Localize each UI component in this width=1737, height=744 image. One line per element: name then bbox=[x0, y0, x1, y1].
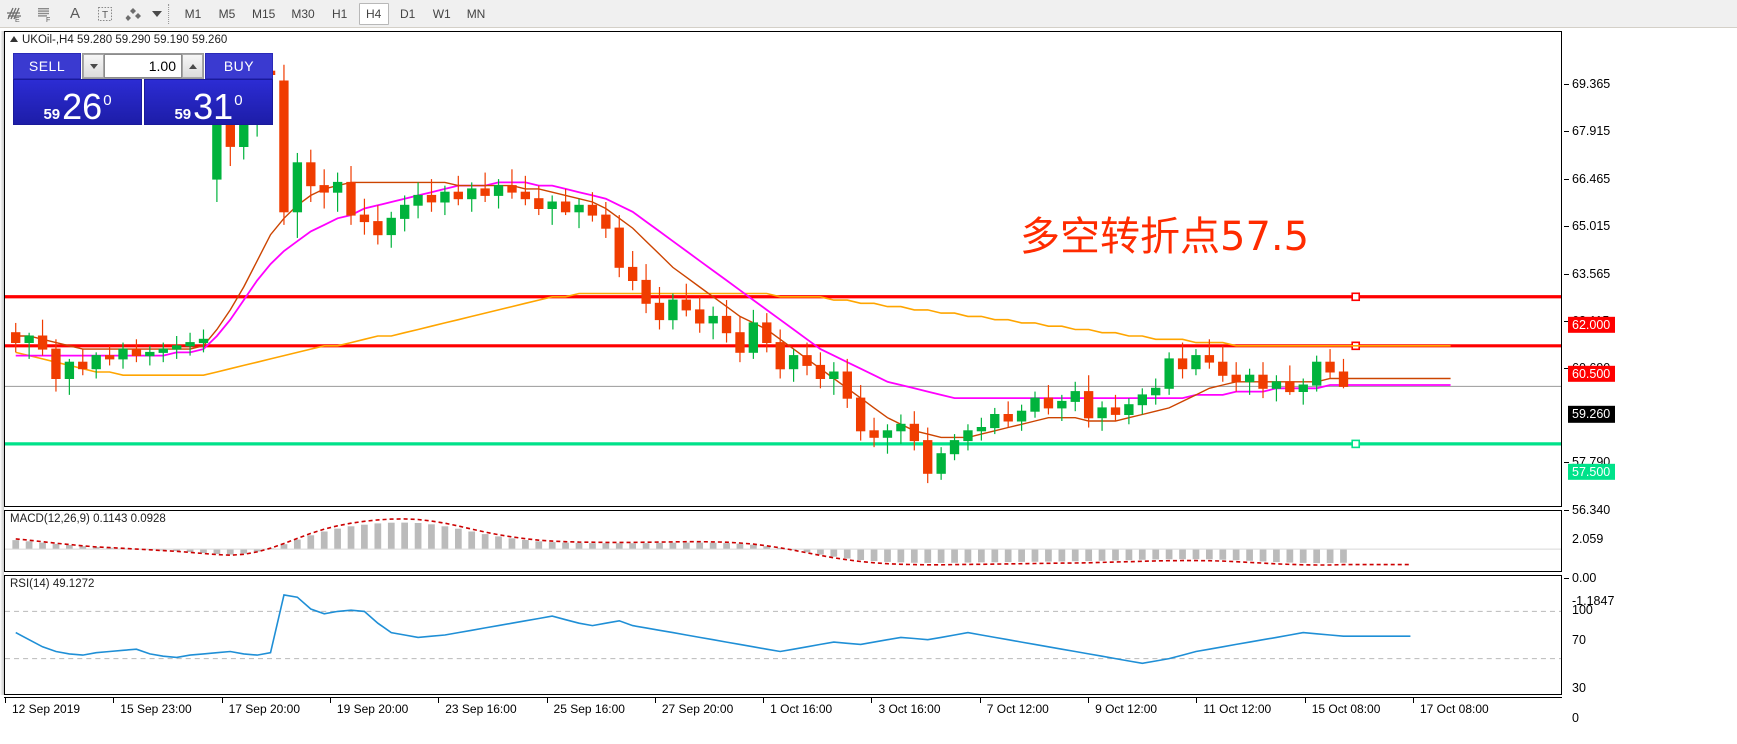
timeframe-h1[interactable]: H1 bbox=[332, 6, 348, 21]
macd-label: MACD(12,26,9) 0.1143 0.0928 bbox=[10, 513, 168, 525]
caret-down-icon bbox=[89, 63, 98, 69]
rsi-label: RSI(14) 49.1272 bbox=[10, 578, 97, 590]
text-label-icon[interactable]: T bbox=[90, 1, 120, 27]
timeframe-h4[interactable]: H4 bbox=[358, 2, 389, 25]
rsi-chart-canvas bbox=[5, 593, 1561, 665]
price-badge-59-260[interactable]: 59.260 bbox=[1568, 406, 1616, 423]
time-tick: 9 Oct 12:00 bbox=[1088, 697, 1158, 716]
macd-tick-000: 0.00 bbox=[1562, 571, 1596, 585]
trade-panel-controls: SELL 1.00 BUY bbox=[13, 53, 273, 79]
price-pane[interactable]: UKOil-,H4 59.280 59.290 59.190 59.260 SE… bbox=[4, 31, 1562, 507]
time-tick: 3 Oct 16:00 bbox=[871, 697, 941, 716]
buy-price-display[interactable]: 59 31 0 bbox=[144, 79, 273, 125]
price-tick-65-015: 65.015 bbox=[1562, 219, 1610, 233]
buy-button[interactable]: BUY bbox=[205, 53, 273, 79]
macd-tick-2059: 2.059 bbox=[1572, 532, 1604, 546]
time-tick: 7 Oct 12:00 bbox=[979, 697, 1049, 716]
buy-price-prefix: 59 bbox=[174, 105, 192, 123]
price-axis[interactable]: 69.36567.91566.46565.01563.56562.11560.6… bbox=[1562, 60, 1737, 536]
time-tick: 19 Sep 20:00 bbox=[329, 697, 409, 716]
price-chart-canvas bbox=[5, 54, 1561, 484]
rsi-axis[interactable]: 100 70 30 0 bbox=[1562, 603, 1737, 725]
price-badge-57-500[interactable]: 57.500 bbox=[1568, 463, 1616, 481]
timeframe-mn[interactable]: MN bbox=[466, 6, 486, 21]
text-icon[interactable]: A bbox=[69, 5, 80, 22]
chart-area[interactable]: UKOil-,H4 59.280 59.290 59.190 59.260 SE… bbox=[0, 29, 1737, 744]
timeframe-m30[interactable]: M30 bbox=[291, 6, 315, 21]
time-axis[interactable]: 12 Sep 2019 15 Sep 23:00 17 Sep 20:00 19 Se… bbox=[4, 697, 1562, 723]
timeframe-m1[interactable]: M1 bbox=[184, 6, 202, 21]
time-tick: 15 Sep 23:00 bbox=[113, 697, 192, 716]
time-tick: 12 Sep 2019 bbox=[4, 697, 81, 716]
sell-button[interactable]: SELL bbox=[13, 53, 81, 79]
price-tick-67-915: 67.915 bbox=[1562, 124, 1610, 138]
trade-panel-prices: 59 26 0 59 31 0 bbox=[13, 79, 273, 125]
svg-text:T: T bbox=[102, 10, 108, 21]
volume-stepper[interactable]: 1.00 bbox=[82, 53, 204, 79]
sell-price-main: 26 bbox=[62, 85, 103, 125]
caret-up-icon bbox=[188, 63, 197, 69]
sell-price-fraction: 0 bbox=[103, 91, 112, 109]
macd-pane[interactable]: MACD(12,26,9) 0.1143 0.0928 bbox=[4, 510, 1562, 572]
macd-chart-canvas bbox=[5, 518, 1561, 566]
time-tick: 17 Sep 20:00 bbox=[221, 697, 301, 716]
price-tick-63-565: 63.565 bbox=[1562, 267, 1610, 281]
buy-price-fraction: 0 bbox=[234, 91, 243, 109]
chart-left-rail bbox=[0, 31, 4, 695]
sell-price-display[interactable]: 59 26 0 bbox=[13, 79, 142, 125]
symbol-info-label: UKOil-,H4 59.280 59.290 59.190 59.260 bbox=[10, 34, 230, 46]
svg-text:E: E bbox=[15, 17, 20, 23]
macd-axis[interactable]: 2.059 0.00 -1.1847 bbox=[1562, 532, 1737, 608]
indicators-icon[interactable]: E bbox=[0, 1, 30, 27]
rsi-tick-70: 70 bbox=[1572, 633, 1586, 647]
time-tick: 15 Oct 08:00 bbox=[1304, 697, 1381, 716]
templates-icon[interactable]: F bbox=[30, 1, 60, 27]
volume-input[interactable]: 1.00 bbox=[104, 54, 182, 78]
price-tick-66-465: 66.465 bbox=[1562, 172, 1610, 186]
rsi-pane[interactable]: RSI(14) 49.1272 bbox=[4, 575, 1562, 695]
macd-tick-11847: -1.1847 bbox=[1572, 594, 1615, 608]
price-tick-69-365: 69.365 bbox=[1562, 77, 1610, 91]
chevron-down-icon[interactable] bbox=[150, 1, 164, 27]
toolbar-separator bbox=[168, 3, 170, 24]
time-tick: 11 Oct 12:00 bbox=[1196, 697, 1272, 716]
volume-increase-button[interactable] bbox=[182, 54, 203, 78]
one-click-trading-panel[interactable]: SELL 1.00 BUY 59 bbox=[13, 53, 273, 125]
buy-price-main: 31 bbox=[193, 85, 234, 125]
chart-annotation-text: 多空转折点57.5 bbox=[1020, 214, 1310, 260]
svg-text:F: F bbox=[46, 17, 50, 23]
time-tick: 25 Sep 16:00 bbox=[546, 697, 625, 716]
rsi-tick-100: 100 bbox=[1572, 603, 1593, 617]
price-tick-56-340: 56.340 bbox=[1562, 503, 1610, 517]
price-badge-60-500[interactable]: 60.500 bbox=[1568, 365, 1616, 382]
price-badge-62-000[interactable]: 62.000 bbox=[1568, 316, 1616, 333]
time-tick: 23 Sep 16:00 bbox=[438, 697, 517, 716]
rsi-tick-30: 30 bbox=[1572, 681, 1586, 695]
time-tick: 27 Sep 20:00 bbox=[654, 697, 734, 716]
timeframe-m5[interactable]: M5 bbox=[218, 6, 236, 21]
timeframe-m15[interactable]: M15 bbox=[252, 6, 276, 21]
timeframe-d1[interactable]: D1 bbox=[400, 6, 416, 21]
collapse-arrow-icon[interactable] bbox=[10, 36, 18, 42]
objects-icon[interactable] bbox=[120, 1, 150, 27]
time-tick: 17 Oct 08:00 bbox=[1413, 697, 1489, 716]
sell-price-prefix: 59 bbox=[43, 105, 61, 123]
timeframe-w1[interactable]: W1 bbox=[432, 6, 451, 21]
toolbar: E F A T bbox=[0, 0, 1737, 28]
volume-decrease-button[interactable] bbox=[83, 54, 104, 78]
rsi-tick-0: 0 bbox=[1572, 711, 1579, 725]
time-tick: 1 Oct 16:00 bbox=[763, 697, 833, 716]
